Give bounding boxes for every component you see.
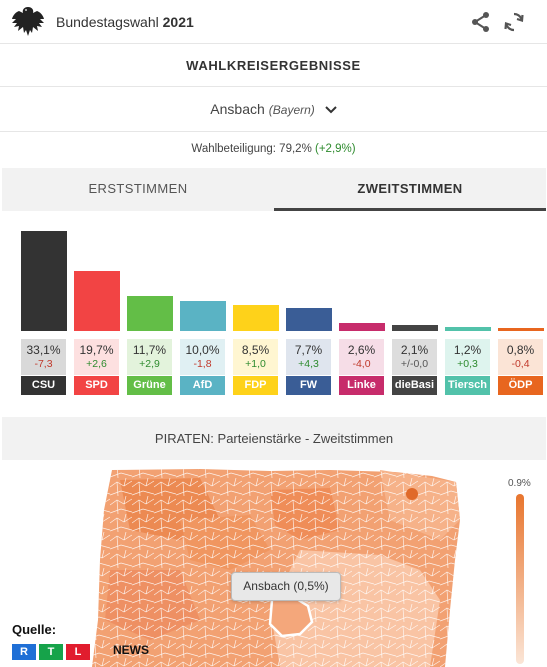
- value-label-8: 1,2%: [453, 343, 482, 357]
- value-label-1: 19,7%: [79, 343, 114, 357]
- rtl-letter-r: R: [12, 644, 36, 660]
- bar-6[interactable]: [339, 323, 385, 331]
- value-box-6: 2,6% -4,0: [339, 339, 384, 375]
- section-title: WAHLKREISERGEBNISSE: [0, 44, 547, 87]
- value-label-0: 33,1%: [26, 343, 61, 357]
- value-label-6: 2,6%: [347, 343, 376, 357]
- change-label-0: -7,3: [34, 358, 53, 370]
- app-header: Bundestagswahl 2021: [0, 0, 547, 44]
- district-selector[interactable]: Ansbach (Bayern): [0, 87, 547, 132]
- change-label-6: -4,0: [352, 358, 371, 370]
- change-label-5: +4,3: [298, 358, 319, 370]
- chevron-down-icon: [324, 106, 337, 114]
- value-label-4: 8,5%: [241, 343, 270, 357]
- app-title-year: 2021: [162, 14, 194, 30]
- party-strength-map[interactable]: [0, 460, 547, 667]
- legend-max-label: 0.9%: [508, 478, 531, 489]
- map-title: PIRATEN: Parteienstärke - Zweitstimmen: [2, 417, 546, 460]
- bar-9[interactable]: [498, 328, 544, 331]
- map-tooltip: Ansbach (0,5%): [231, 572, 341, 601]
- share-icon[interactable]: [471, 11, 491, 33]
- party-label-6: Linke: [339, 376, 384, 395]
- federal-eagle-logo: [12, 7, 44, 36]
- bar-1[interactable]: [74, 271, 120, 331]
- vote-type-tabs: ERSTSTIMMEN ZWEITSTIMMEN: [2, 168, 546, 211]
- value-box-5: 7,7% +4,3: [286, 339, 331, 375]
- value-box-4: 8,5% +1,0: [233, 339, 278, 375]
- value-label-5: 7,7%: [294, 343, 323, 357]
- tab-erststimmen[interactable]: ERSTSTIMMEN: [88, 181, 188, 196]
- change-label-8: +0,3: [457, 358, 478, 370]
- value-box-2: 11,7% +2,9: [127, 339, 172, 375]
- bar-7[interactable]: [392, 325, 438, 331]
- party-label-2: Grüne: [127, 376, 172, 395]
- value-label-3: 10,0%: [185, 343, 220, 357]
- germany-map[interactable]: [0, 460, 547, 667]
- value-box-9: 0,8% -0,4: [498, 339, 543, 375]
- value-box-7: 2,1% +/-0,0: [392, 339, 437, 375]
- change-label-9: -0,4: [511, 358, 530, 370]
- bar-0[interactable]: [21, 231, 67, 331]
- tab-zweitstimmen[interactable]: ZWEITSTIMMEN: [274, 168, 546, 211]
- bar-3[interactable]: [180, 301, 226, 331]
- value-box-1: 19,7% +2,6: [74, 339, 119, 375]
- bar-8[interactable]: [445, 327, 491, 331]
- party-label-7: dieBasi: [392, 376, 437, 395]
- app-title: Bundestagswahl 2021: [56, 14, 194, 30]
- legend-gradient: [516, 494, 524, 664]
- change-label-4: +1,0: [245, 358, 266, 370]
- value-box-0: 33,1% -7,3: [21, 339, 66, 375]
- turnout-delta: (+2,9%): [315, 143, 356, 155]
- app-title-name: Bundestagswahl: [56, 14, 159, 30]
- party-label-4: FDP: [233, 376, 278, 395]
- refresh-icon[interactable]: [503, 11, 525, 33]
- district-name: Ansbach: [210, 101, 265, 117]
- source-label: Quelle:: [12, 622, 57, 637]
- change-label-3: -1,8: [193, 358, 212, 370]
- party-label-1: SPD: [74, 376, 119, 395]
- turnout-label: Wahlbeteiligung: 79,2%: [191, 143, 312, 155]
- change-label-7: +/-0,0: [400, 358, 429, 370]
- rtl-letter-l: L: [66, 644, 90, 660]
- party-label-9: ÖDP: [498, 376, 543, 395]
- results-bar-chart: 33,1% -7,3 CSU 19,7% +2,6 SPD 11,7% +2,9 Grüne 10…: [0, 211, 547, 406]
- change-label-2: +2,9: [139, 358, 160, 370]
- change-label-1: +2,6: [86, 358, 107, 370]
- value-label-9: 0,8%: [506, 343, 535, 357]
- value-label-7: 2,1%: [400, 343, 429, 357]
- party-label-3: AfD: [180, 376, 225, 395]
- value-box-8: 1,2% +0,3: [445, 339, 490, 375]
- value-box-3: 10,0% -1,8: [180, 339, 225, 375]
- district-state: (Bayern): [268, 103, 315, 117]
- bar-2[interactable]: [127, 296, 173, 331]
- turnout-info: Wahlbeteiligung: 79,2% (+2,9%): [0, 132, 547, 168]
- party-label-0: CSU: [21, 376, 66, 395]
- party-label-8: Tiersch: [445, 376, 490, 395]
- bar-4[interactable]: [233, 305, 279, 331]
- party-label-5: FW: [286, 376, 331, 395]
- value-label-2: 11,7%: [132, 343, 167, 357]
- rtl-letter-t: T: [39, 644, 63, 660]
- rtl-news-label: NEWS: [113, 643, 149, 657]
- bar-5[interactable]: [286, 308, 332, 331]
